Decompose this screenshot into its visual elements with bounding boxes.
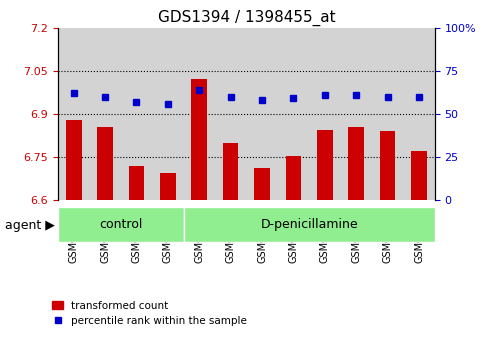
Bar (58, 207, 184, 242)
Bar (278, 28, 309, 200)
Legend: transformed count, percentile rank within the sample: transformed count, percentile rank withi… (48, 297, 251, 330)
Bar (223, 142, 239, 200)
Bar (411, 151, 427, 200)
Bar (254, 168, 270, 200)
Bar (348, 127, 364, 200)
Bar (246, 28, 278, 200)
Bar (184, 207, 435, 242)
Bar (58, 28, 89, 200)
Text: agent ▶: agent ▶ (5, 219, 55, 233)
Bar (372, 28, 403, 200)
Bar (309, 28, 341, 200)
Bar (184, 28, 215, 200)
Text: D-penicillamine: D-penicillamine (260, 218, 358, 231)
Bar (285, 156, 301, 200)
Bar (380, 131, 396, 200)
Bar (121, 28, 152, 200)
Bar (215, 28, 246, 200)
Bar (66, 120, 82, 200)
Bar (89, 28, 121, 200)
Bar (160, 173, 176, 200)
Bar (128, 166, 144, 200)
Bar (341, 28, 372, 200)
Bar (152, 28, 184, 200)
Text: control: control (99, 218, 142, 231)
Bar (97, 127, 113, 200)
Title: GDS1394 / 1398455_at: GDS1394 / 1398455_at (157, 10, 335, 26)
Bar (191, 79, 207, 200)
Bar (403, 28, 435, 200)
Bar (317, 130, 333, 200)
